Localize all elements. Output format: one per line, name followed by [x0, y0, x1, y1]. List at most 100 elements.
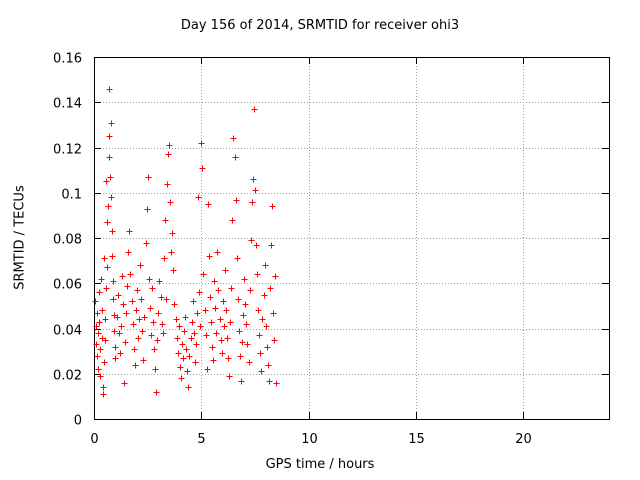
data-point	[207, 294, 214, 301]
data-point	[218, 337, 225, 344]
data-point	[266, 378, 273, 385]
data-point	[206, 253, 213, 260]
data-point	[241, 276, 248, 283]
data-point	[158, 294, 165, 301]
data-point	[188, 335, 195, 342]
data-point	[140, 357, 147, 364]
data-point	[253, 242, 260, 249]
data-point	[97, 346, 104, 353]
data-point	[227, 319, 234, 326]
data-point	[116, 330, 123, 337]
y-tick-label: 0.08	[53, 233, 82, 248]
data-point	[249, 199, 256, 206]
data-point	[130, 321, 137, 328]
data-point	[176, 323, 183, 330]
data-point	[106, 86, 113, 93]
data-point	[148, 332, 155, 339]
data-point	[237, 353, 244, 360]
data-point	[246, 359, 253, 366]
data-point	[205, 201, 212, 208]
data-point	[107, 174, 114, 181]
data-point	[194, 310, 201, 317]
data-point	[251, 106, 258, 113]
x-tick-label: 0	[90, 432, 98, 447]
data-point	[170, 267, 177, 274]
y-tick-label: 0	[74, 414, 82, 429]
data-point	[258, 368, 265, 375]
data-point	[164, 181, 171, 188]
data-point	[238, 378, 245, 385]
data-point	[202, 307, 209, 314]
data-point	[243, 321, 250, 328]
data-point	[112, 344, 119, 351]
data-point	[173, 316, 180, 323]
data-point	[179, 341, 186, 348]
y-tick-label: 0.02	[53, 369, 82, 384]
data-point	[190, 298, 197, 305]
data-point	[229, 217, 236, 224]
data-point	[171, 301, 178, 308]
data-point	[94, 353, 101, 360]
data-point	[182, 314, 189, 321]
data-point	[191, 330, 198, 337]
data-point	[199, 165, 206, 172]
data-point	[150, 319, 157, 326]
data-point	[93, 323, 100, 330]
data-point	[262, 262, 269, 269]
data-point	[210, 357, 217, 364]
data-point	[121, 380, 128, 387]
data-point	[271, 337, 278, 344]
data-point	[153, 389, 160, 396]
data-point	[240, 312, 247, 319]
data-point	[144, 206, 151, 213]
data-point	[152, 366, 159, 373]
data-point	[134, 287, 141, 294]
data-point	[101, 359, 108, 366]
data-point	[139, 328, 146, 335]
y-tick-label: 0.16	[53, 52, 82, 67]
data-point	[263, 323, 270, 330]
data-point	[124, 283, 131, 290]
data-point	[230, 135, 237, 142]
data-point	[184, 368, 191, 375]
data-point	[259, 316, 266, 323]
data-point	[101, 255, 108, 262]
data-point	[104, 219, 111, 226]
data-point	[126, 228, 133, 235]
data-point	[214, 249, 221, 256]
data-point	[177, 364, 184, 371]
data-point	[160, 330, 167, 337]
data-point	[155, 310, 162, 317]
data-point	[269, 203, 276, 210]
data-point	[219, 350, 226, 357]
data-point	[159, 321, 166, 328]
data-point	[167, 199, 174, 206]
axis-ticks: 0 0.02 0.04 0.06 0.08 0.1 0.12 0.14 0.16 0 5 10 15 20	[53, 52, 609, 447]
data-point	[168, 249, 175, 256]
data-point	[212, 305, 219, 312]
data-point	[137, 262, 144, 269]
data-point	[225, 355, 232, 362]
data-point	[151, 346, 158, 353]
data-point	[108, 194, 115, 201]
data-point	[211, 278, 218, 285]
data-point	[198, 140, 205, 147]
x-axis-label: GPS time / hours	[265, 457, 375, 472]
data-point	[99, 307, 106, 314]
data-point	[132, 362, 139, 369]
data-point	[242, 301, 249, 308]
data-point	[115, 292, 122, 299]
data-point	[120, 301, 127, 308]
data-point	[224, 335, 231, 342]
data-point	[196, 289, 203, 296]
data-point	[143, 240, 150, 247]
data-point	[96, 319, 103, 326]
data-point	[192, 359, 199, 366]
data-point	[123, 310, 130, 317]
data-point	[117, 350, 124, 357]
data-point	[257, 350, 264, 357]
data-point	[248, 237, 255, 244]
data-point	[220, 298, 227, 305]
data-point	[103, 178, 110, 185]
data-point	[105, 203, 112, 210]
